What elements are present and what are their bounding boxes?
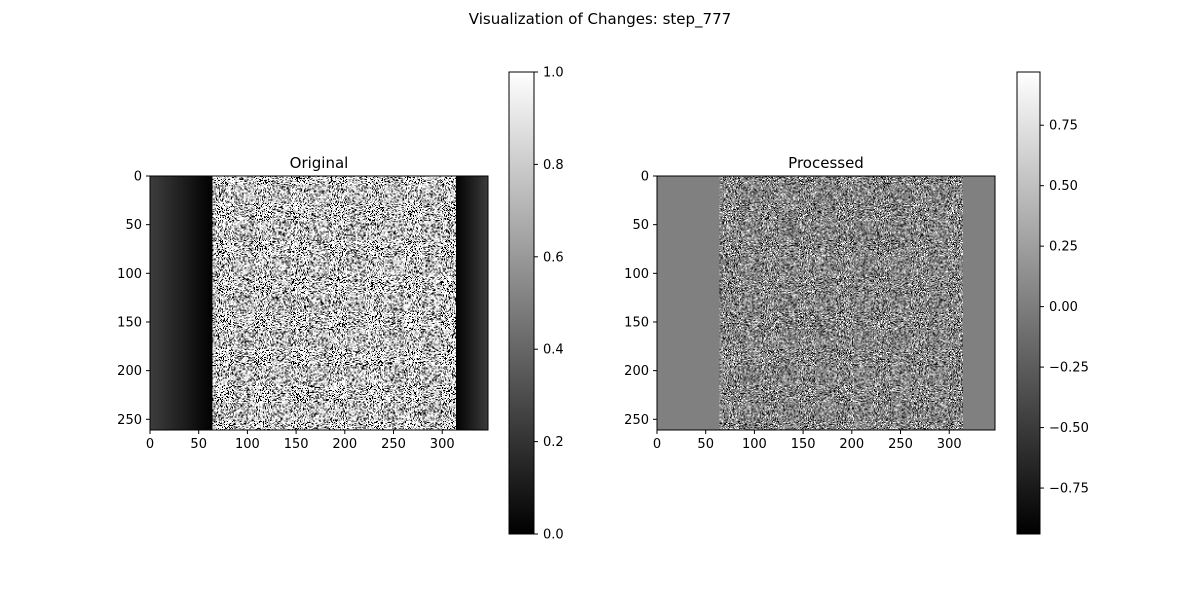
y-tick-label: 150 [117, 315, 142, 330]
colorbar-tick-label: −0.25 [1049, 361, 1089, 376]
y-tick-label: 200 [624, 364, 649, 379]
y-tick-label: 100 [624, 267, 649, 282]
x-tick-label: 300 [430, 437, 455, 452]
x-tick-label: 150 [791, 437, 816, 452]
x-tick-label: 200 [839, 437, 864, 452]
x-tick-label: 250 [888, 437, 913, 452]
colorbar-tick-label: −0.50 [1049, 421, 1089, 436]
colorbar-processed [1017, 72, 1040, 534]
colorbar-tick-label: −0.75 [1049, 482, 1089, 497]
axes-frame-processed [656, 175, 996, 431]
x-tick-label: 50 [697, 437, 714, 452]
x-tick-label: 100 [235, 437, 260, 452]
heatmap-image-original [150, 176, 488, 430]
subplot-title-original: Original [290, 154, 349, 172]
y-tick-label: 100 [117, 267, 142, 282]
colorbar-tick-label: 0.0 [543, 528, 564, 543]
y-tick-label: 50 [125, 218, 142, 233]
panel-processed: Processed 0 50 100 150 200 250 300 0 50 100 150 200 2… [624, 71, 1089, 535]
colorbar-tick-label: 0.4 [543, 343, 564, 358]
colorbar-tick-label: 0.8 [543, 158, 564, 173]
y-tick-label: 0 [641, 170, 649, 185]
colorbar-original [509, 72, 534, 534]
x-tick-label: 0 [146, 437, 154, 452]
x-tick-label: 50 [190, 437, 207, 452]
colorbar-tick-label: 0.00 [1049, 300, 1078, 315]
y-tick-label: 250 [117, 413, 142, 428]
colorbar-frame [508, 71, 535, 535]
colorbar-tick-label: 0.2 [543, 435, 564, 450]
colorbar-tick-label: 0.25 [1049, 240, 1078, 255]
y-tick-label: 0 [134, 170, 142, 185]
heatmap-image-processed [657, 176, 995, 430]
colorbar-frame [1016, 71, 1041, 535]
figure-title: Visualization of Changes: step_777 [469, 10, 731, 29]
colorbar-tick-label: 0.6 [543, 250, 564, 265]
x-tick-label: 250 [381, 437, 406, 452]
colorbar-tick-label: 0.75 [1049, 119, 1078, 134]
panel-original: Original 0 50 100 150 200 250 300 0 50 100 150 200 25… [117, 66, 564, 543]
colorbar-tick-label: 0.50 [1049, 179, 1078, 194]
x-tick-label: 100 [742, 437, 767, 452]
y-tick-label: 150 [624, 315, 649, 330]
subplot-title-processed: Processed [788, 154, 864, 172]
colorbar-tick-label: 1.0 [543, 66, 564, 81]
x-tick-label: 0 [653, 437, 661, 452]
x-tick-label: 300 [937, 437, 962, 452]
x-tick-label: 200 [332, 437, 357, 452]
y-tick-label: 50 [632, 218, 649, 233]
axes-frame-original [149, 175, 489, 431]
y-tick-label: 250 [624, 413, 649, 428]
y-tick-label: 200 [117, 364, 142, 379]
x-tick-label: 150 [284, 437, 309, 452]
